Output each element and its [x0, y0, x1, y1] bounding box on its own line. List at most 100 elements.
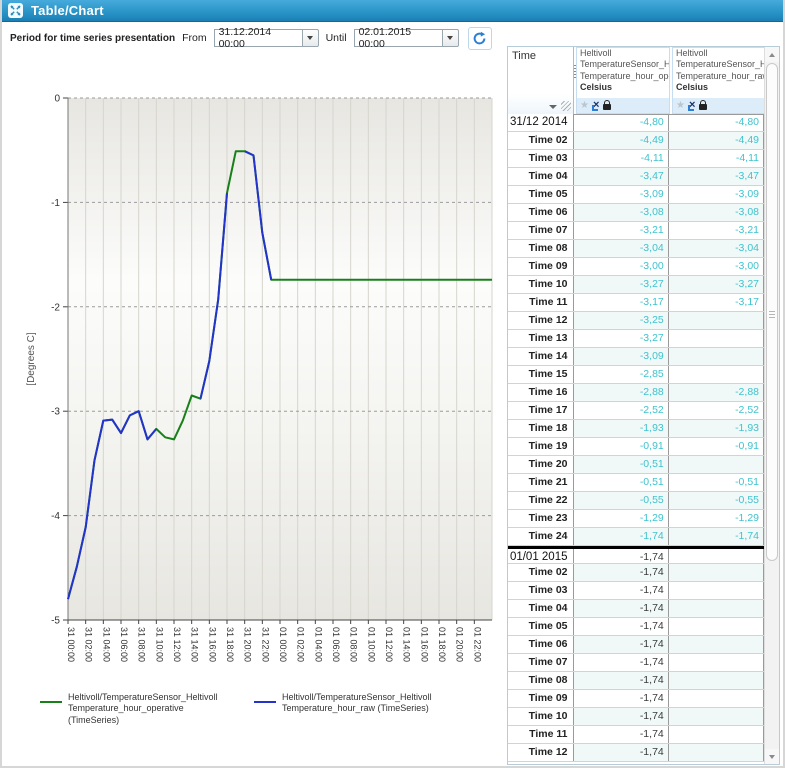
time-cell: Time 02 — [508, 564, 574, 581]
column-title-line: Temperature_hour_oper — [577, 71, 669, 82]
operative-column-header[interactable]: Heltivoll TemperatureSensor_Helt Tempera… — [576, 47, 670, 114]
raw-column-header[interactable]: Heltivoll TemperatureSensor_Helt Tempera… — [672, 47, 766, 114]
from-date-combobox[interactable]: 31.12.2014 00:00 — [214, 29, 319, 47]
time-cell: Time 10 — [508, 276, 574, 293]
svg-text:31 08:00: 31 08:00 — [137, 627, 147, 662]
time-cell: Time 06 — [508, 636, 574, 653]
table-row[interactable]: Time 21-0,51-0,51 — [508, 474, 764, 492]
scroll-down-button[interactable] — [765, 749, 779, 764]
column-title-line: TemperatureSensor_Helt — [673, 59, 765, 70]
table-row[interactable]: Time 12-1,74 — [508, 744, 764, 762]
svg-text:31 10:00: 31 10:00 — [154, 627, 164, 662]
until-date-value[interactable]: 02.01.2015 00:00 — [354, 29, 442, 47]
table-row[interactable]: Time 10-1,74 — [508, 708, 764, 726]
remove-column-icon[interactable]: × — [593, 100, 599, 111]
table-row[interactable]: Time 03-4,11-4,11 — [508, 150, 764, 168]
time-cell: Time 15 — [508, 366, 574, 383]
expand-arrows-icon[interactable] — [8, 3, 23, 18]
lock-icon[interactable] — [699, 104, 707, 110]
time-cell: Time 03 — [508, 582, 574, 599]
svg-text:31 22:00: 31 22:00 — [260, 627, 270, 662]
until-dropdown-button[interactable] — [442, 29, 459, 47]
favorite-star-icon[interactable]: ★ — [580, 101, 589, 111]
operative-value-cell: -1,74 — [574, 654, 669, 671]
window-title: Table/Chart — [31, 3, 104, 18]
filter-dropdown-icon[interactable] — [549, 105, 557, 109]
time-series-table: Time Heltivoll TemperatureSensor_Helt Te… — [507, 46, 780, 765]
favorite-star-icon[interactable]: ★ — [676, 101, 685, 111]
table-row[interactable]: Time 08-1,74 — [508, 672, 764, 690]
svg-text:01 20:00: 01 20:00 — [455, 627, 465, 662]
lock-icon[interactable] — [603, 104, 611, 110]
table-row[interactable]: Time 05-1,74 — [508, 618, 764, 636]
operative-value-cell: -0,51 — [574, 456, 669, 473]
time-cell: Time 21 — [508, 474, 574, 491]
svg-text:-1: -1 — [51, 198, 60, 209]
resize-grip-icon[interactable] — [561, 101, 571, 111]
scroll-up-button[interactable] — [765, 47, 779, 62]
table-row[interactable]: Time 14-3,09 — [508, 348, 764, 366]
raw-value-cell: -0,51 — [669, 474, 764, 491]
column-splitter-handle[interactable] — [574, 65, 576, 79]
time-cell: Time 10 — [508, 708, 574, 725]
until-label: Until — [326, 32, 347, 44]
remove-column-icon[interactable]: × — [689, 100, 695, 111]
table-row[interactable]: Time 02-1,74 — [508, 564, 764, 582]
from-dropdown-button[interactable] — [302, 29, 319, 47]
table-row[interactable]: Time 20-0,51 — [508, 456, 764, 474]
operative-value-cell: -2,85 — [574, 366, 669, 383]
table-row[interactable]: Time 23-1,29-1,29 — [508, 510, 764, 528]
table-row[interactable]: Time 11-3,17-3,17 — [508, 294, 764, 312]
table-row[interactable]: Time 02-4,49-4,49 — [508, 132, 764, 150]
vertical-scrollbar[interactable] — [764, 47, 779, 764]
from-date-value[interactable]: 31.12.2014 00:00 — [214, 29, 302, 47]
table-row[interactable]: Time 08-3,04-3,04 — [508, 240, 764, 258]
time-cell: Time 09 — [508, 690, 574, 707]
operative-value-cell: -1,74 — [574, 549, 669, 563]
table-row[interactable]: Time 13-3,27 — [508, 330, 764, 348]
table-row[interactable]: Time 07-3,21-3,21 — [508, 222, 764, 240]
raw-value-cell: -1,93 — [669, 420, 764, 437]
table-row[interactable]: Time 19-0,91-0,91 — [508, 438, 764, 456]
raw-value-cell — [669, 690, 764, 707]
raw-value-cell: -3,08 — [669, 204, 764, 221]
svg-text:01 22:00: 01 22:00 — [472, 627, 482, 662]
operative-value-cell: -0,91 — [574, 438, 669, 455]
operative-value-cell: -3,04 — [574, 240, 669, 257]
table-row[interactable]: Time 04-1,74 — [508, 600, 764, 618]
table-row[interactable]: Time 15-2,85 — [508, 366, 764, 384]
table-row[interactable]: Time 04-3,47-3,47 — [508, 168, 764, 186]
table-row[interactable]: Time 06-1,74 — [508, 636, 764, 654]
time-cell: Time 13 — [508, 330, 574, 347]
raw-value-cell: -1,74 — [669, 528, 764, 545]
table-row[interactable]: Time 16-2,88-2,88 — [508, 384, 764, 402]
until-date-combobox[interactable]: 02.01.2015 00:00 — [354, 29, 459, 47]
scrollbar-thumb[interactable] — [766, 63, 778, 561]
table-row[interactable]: Time 09-3,00-3,00 — [508, 258, 764, 276]
time-column-header[interactable]: Time — [508, 47, 574, 114]
table-row[interactable]: Time 10-3,27-3,27 — [508, 276, 764, 294]
time-cell: Time 18 — [508, 420, 574, 437]
table-row[interactable]: Time 07-1,74 — [508, 654, 764, 672]
table-row[interactable]: Time 18-1,93-1,93 — [508, 420, 764, 438]
table-row[interactable]: Time 22-0,55-0,55 — [508, 492, 764, 510]
table-row[interactable]: Time 24-1,74-1,74 — [508, 528, 764, 546]
table-row[interactable]: Time 11-1,74 — [508, 726, 764, 744]
column-title-line: Heltivoll — [577, 48, 669, 59]
table-date-row[interactable]: 31/12 2014-4,80-4,80 — [508, 114, 764, 132]
table-row[interactable]: Time 03-1,74 — [508, 582, 764, 600]
svg-text:31 06:00: 31 06:00 — [119, 627, 129, 662]
table-date-row[interactable]: 01/01 2015-1,74 — [508, 546, 764, 564]
raw-value-cell: -2,52 — [669, 402, 764, 419]
refresh-button[interactable] — [468, 27, 492, 50]
raw-value-cell: -3,09 — [669, 186, 764, 203]
table-row[interactable]: Time 09-1,74 — [508, 690, 764, 708]
table-row[interactable]: Time 05-3,09-3,09 — [508, 186, 764, 204]
table-row[interactable]: Time 12-3,25 — [508, 312, 764, 330]
operative-value-cell: -1,29 — [574, 510, 669, 527]
table-row[interactable]: Time 06-3,08-3,08 — [508, 204, 764, 222]
legend-label: Heltivoll/TemperatureSensor_Heltivoll Te… — [68, 692, 230, 726]
table-row[interactable]: Time 17-2,52-2,52 — [508, 402, 764, 420]
column-unit-label: Celsius — [577, 82, 669, 92]
column-title-line: Temperature_hour_raw — [673, 71, 765, 82]
